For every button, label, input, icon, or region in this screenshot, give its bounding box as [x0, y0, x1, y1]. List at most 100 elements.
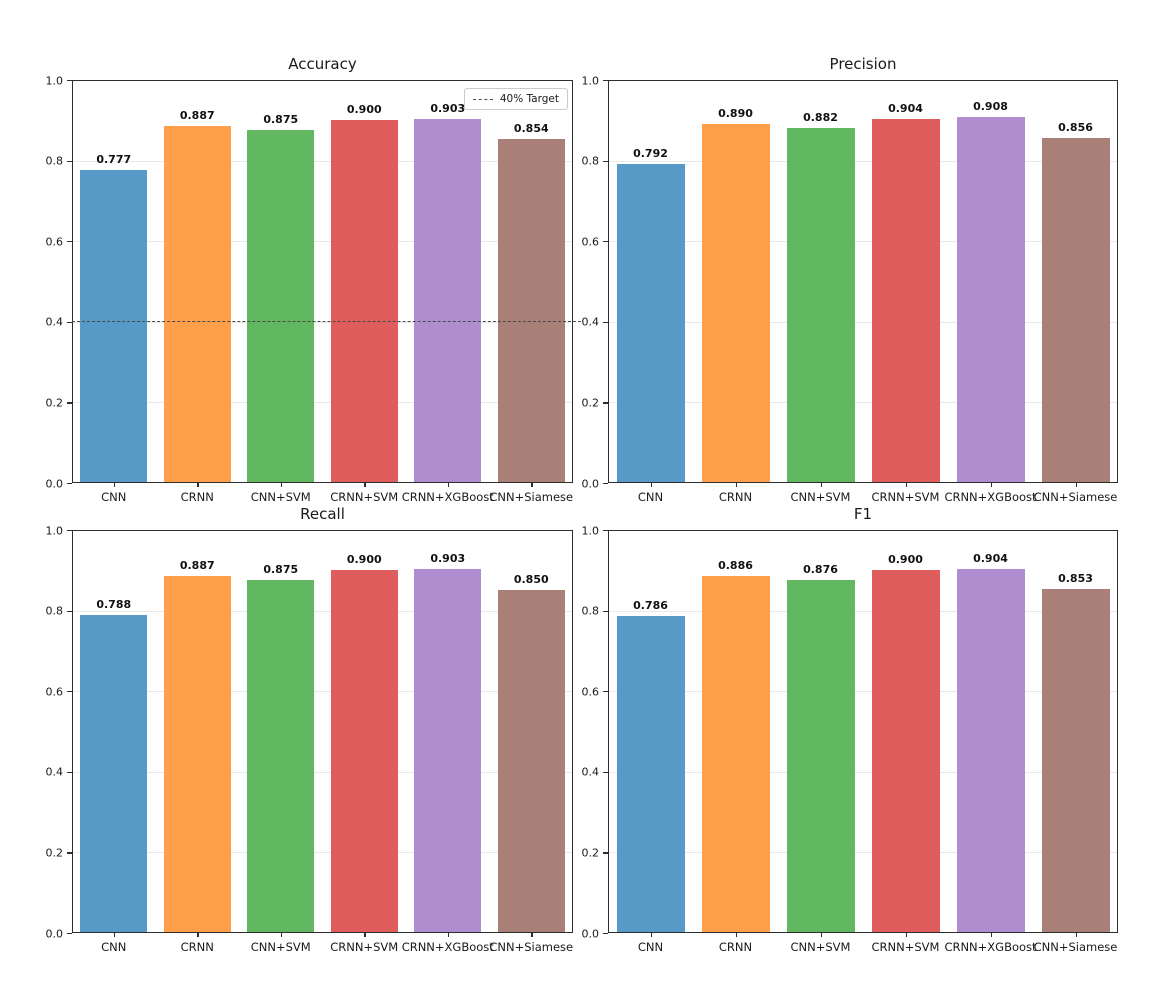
x-axis-tick-label: CRNN [180, 940, 214, 954]
bar-value-label: 0.887 [179, 558, 215, 572]
y-axis-tick-label: 0.2 [581, 846, 600, 860]
bar-value-label: 0.903 [430, 102, 466, 116]
x-axis-tick-label: CNN+SVM [250, 940, 311, 954]
bar-recall-CRNN+XGBoost [414, 569, 482, 932]
x-axis-tick [905, 933, 907, 937]
x-axis-tick-label: CRNN+XGBoost [944, 490, 1037, 504]
x-axis-tick-label: CRNN+XGBoost [944, 940, 1037, 954]
x-axis-tick-label: CRNN+SVM [330, 940, 399, 954]
y-axis-tick [67, 321, 72, 324]
y-axis-tick-label: 0.8 [581, 154, 600, 168]
x-axis-tick-label: CNN+SVM [790, 940, 851, 954]
bar-f1-CRNN [701, 575, 770, 932]
x-axis-tick [197, 483, 199, 487]
bar-accuracy-CNN+SVM [247, 130, 315, 482]
bar-precision-CNN+Siamese [1041, 138, 1110, 482]
x-axis-tick [447, 483, 450, 487]
bar-precision-CRNN+XGBoost [956, 117, 1025, 482]
bar-f1-CNN [616, 616, 685, 932]
y-axis-tick-label: 0.8 [581, 604, 600, 618]
bar-value-label: 0.792 [633, 146, 668, 160]
y-axis-tick-label: 0.6 [581, 235, 600, 249]
gridline [73, 771, 572, 773]
gridline [73, 852, 572, 854]
bar-value-label: 0.876 [803, 562, 838, 576]
bar-value-label: 0.854 [513, 121, 549, 135]
bar-precision-CNN [616, 163, 685, 482]
x-axis-tick [1075, 933, 1077, 937]
plot-area-precision [608, 80, 1118, 483]
bar-value-label: 0.900 [346, 103, 382, 117]
y-axis-tick [67, 402, 72, 404]
gridline [609, 691, 1117, 693]
y-axis-tick [67, 160, 72, 162]
x-axis-tick [113, 483, 116, 487]
bar-f1-CNN+Siamese [1041, 589, 1110, 932]
gridline [73, 691, 572, 693]
y-axis-tick-label: 0.8 [45, 604, 64, 618]
bar-value-label: 0.850 [513, 573, 549, 587]
y-axis-tick [67, 691, 72, 693]
y-axis-tick [67, 483, 72, 485]
y-axis-tick-label: 0.6 [45, 685, 64, 699]
y-axis-tick [603, 483, 608, 485]
bar-f1-CNN+SVM [786, 579, 855, 932]
gridline [609, 160, 1117, 162]
y-axis-tick [603, 933, 608, 935]
bar-precision-CRNN [701, 124, 770, 482]
y-axis-tick [603, 241, 608, 243]
bar-accuracy-CRNN+XGBoost [414, 119, 482, 482]
bar-accuracy-CNN [80, 169, 148, 482]
x-axis-tick [735, 483, 737, 487]
bar-recall-CNN+SVM [247, 580, 315, 932]
x-axis-tick [280, 483, 283, 487]
gridline [609, 402, 1117, 404]
y-axis-tick-label: 0.4 [45, 765, 64, 779]
y-axis-tick [67, 933, 72, 935]
x-axis-tick [650, 933, 652, 937]
gridline [609, 610, 1117, 612]
x-axis-tick [447, 933, 450, 937]
y-axis-tick [603, 610, 608, 612]
gridline [609, 852, 1117, 854]
chart-title-accuracy: Accuracy [288, 55, 357, 73]
x-axis-tick-label: CNN+Siamese [1033, 940, 1118, 954]
y-axis-tick [603, 530, 608, 532]
x-axis-tick [650, 483, 652, 487]
x-axis-tick-label: CNN [101, 490, 127, 504]
x-axis-tick-label: CNN+SVM [790, 490, 851, 504]
y-axis-tick [67, 852, 72, 854]
bar-value-label: 0.904 [888, 101, 923, 115]
x-axis-tick [113, 933, 116, 937]
gridline [73, 402, 572, 404]
target-line-accuracy [72, 320, 581, 322]
y-axis-tick-label: 0.6 [45, 235, 64, 249]
y-axis-tick-label: 0.0 [581, 477, 600, 490]
chart-title-precision: Precision [829, 55, 897, 73]
y-axis-tick [603, 852, 608, 854]
bar-value-label: 0.908 [973, 100, 1008, 114]
bar-value-label: 0.786 [633, 599, 668, 613]
bar-accuracy-CRNN+SVM [330, 120, 398, 482]
y-axis-tick [67, 80, 72, 82]
chart-title-recall: Recall [300, 505, 345, 523]
x-axis-tick [820, 933, 822, 937]
y-axis-tick [603, 771, 608, 774]
bar-value-label: 0.903 [430, 552, 466, 566]
x-axis-tick [820, 483, 822, 487]
x-axis-tick-label: CRNN [180, 490, 214, 504]
y-axis-tick-label: 1.0 [581, 74, 600, 87]
plot-area-f1 [608, 530, 1118, 933]
x-axis-tick [197, 933, 199, 937]
bar-precision-CRNN+SVM [871, 118, 940, 482]
y-axis-tick-label: 0.8 [45, 154, 64, 168]
bar-value-label: 0.904 [973, 551, 1008, 565]
y-axis-tick [603, 80, 608, 82]
chart-title-f1: F1 [853, 505, 873, 523]
x-axis-tick [905, 483, 907, 487]
x-axis-tick-label: CNN+Siamese [489, 940, 574, 954]
x-axis-tick-label: CRNN+SVM [330, 490, 399, 504]
gridline [73, 241, 572, 243]
y-axis-tick [603, 160, 608, 162]
